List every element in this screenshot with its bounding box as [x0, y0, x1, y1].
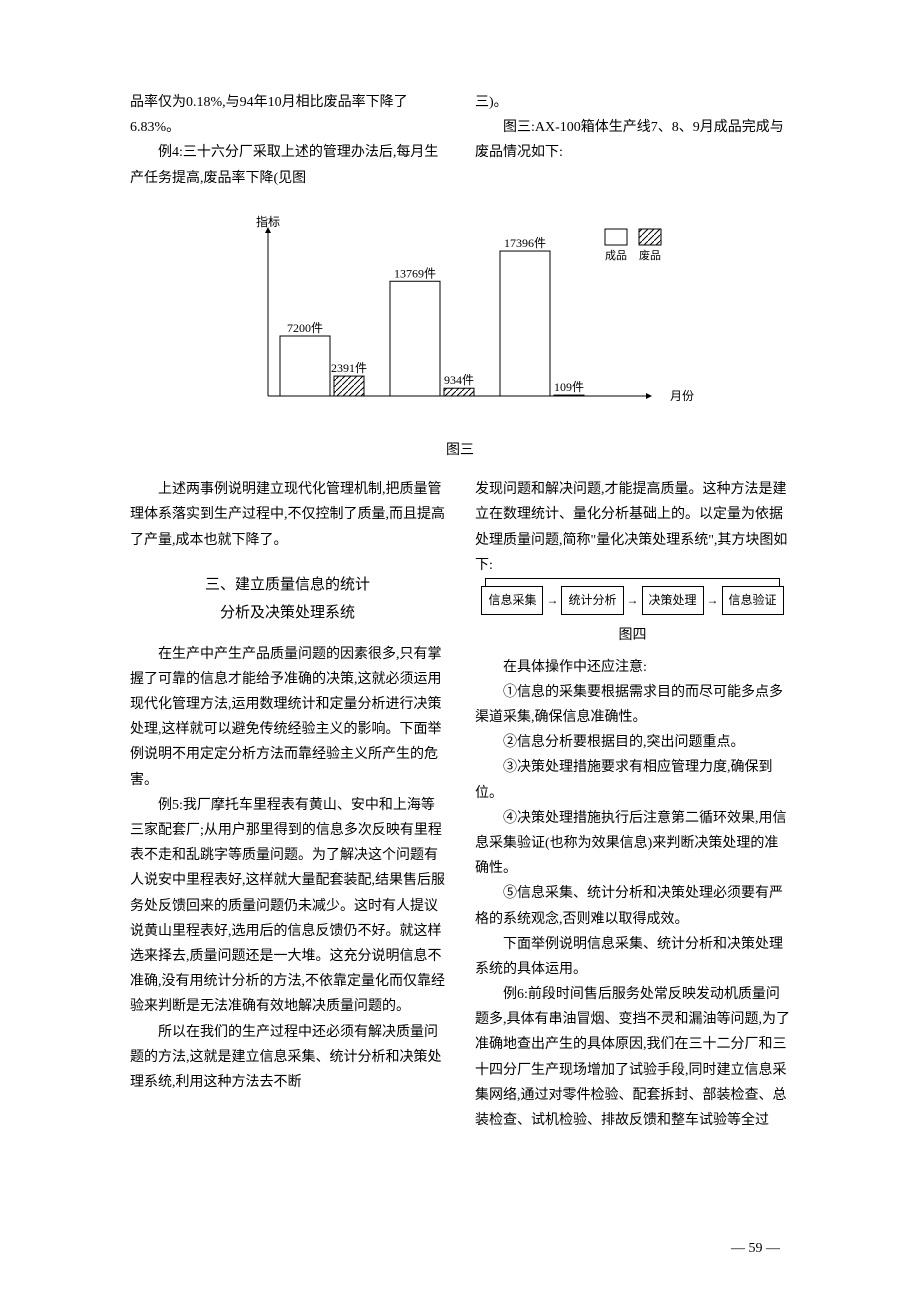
flow-box-1: 信息采集 [481, 586, 543, 616]
arrow-icon: → [546, 590, 558, 612]
right-p7: ⑤信息采集、统计分析和决策处理必须要有严格的系统观念,否则难以取得成效。 [475, 881, 790, 931]
page-number: — 59 — [731, 1236, 780, 1261]
top-section: 品率仅为0.18%,与94年10月相比废品率下降了6.83%。 例4:三十六分厂… [130, 90, 790, 191]
para-top-left-1: 品率仅为0.18%,与94年10月相比废品率下降了6.83%。 [130, 90, 445, 140]
arrow-icon: → [707, 590, 719, 612]
svg-text:指标: 指标 [256, 214, 280, 229]
flow-box-2: 统计分析 [561, 586, 623, 616]
section-line2: 分析及决策处理系统 [130, 599, 445, 628]
svg-text:废品: 废品 [639, 248, 661, 262]
right-p9: 例6:前段时间售后服务处常反映发动机质量问题多,具体有串油冒烟、变挡不灵和漏油等… [475, 982, 790, 1133]
right-p5: ③决策处理措施要求有相应管理力度,确保到位。 [475, 755, 790, 805]
right-p3: ①信息的采集要根据需求目的而尽可能多点多渠道采集,确保信息准确性。 [475, 680, 790, 730]
svg-text:934件: 934件 [444, 373, 474, 387]
section-line1: 三、建立质量信息的统计 [130, 571, 445, 600]
right-p1: 发现问题和解决问题,才能提高质量。这种方法是建立在数理统计、量化分析基础上的。以… [475, 477, 790, 578]
para-top-right-1: 三)。 [475, 90, 790, 115]
bar-chart: 指标月份 7200件 2391件 13769件 934件 17396件 109件 成品废品 [210, 211, 710, 430]
svg-text:2391件: 2391件 [331, 361, 367, 375]
top-right-col: 三)。 图三:AX-100箱体生产线7、8、9月成品完成与废品情况如下: [475, 90, 790, 191]
para-top-right-2: 图三:AX-100箱体生产线7、8、9月成品完成与废品情况如下: [475, 115, 790, 165]
flow-diagram: 信息采集 → 统计分析 → 决策处理 → 信息验证 [475, 586, 790, 616]
svg-text:17396件: 17396件 [504, 236, 546, 250]
flow-box-3: 决策处理 [642, 586, 704, 616]
flow-caption: 图四 [475, 623, 790, 648]
svg-text:7200件: 7200件 [287, 321, 323, 335]
left-p2: 在生产中产生产品质量问题的因素很多,只有掌握了可靠的信息才能给予准确的决策,这就… [130, 642, 445, 793]
body-section: 上述两事例说明建立现代化管理机制,把质量管理体系落实到生产过程中,不仅控制了质量… [130, 477, 790, 1133]
para-top-left-2: 例4:三十六分厂采取上述的管理办法后,每月生产任务提高,废品率下降(见图 [130, 140, 445, 190]
flow-box-4: 信息验证 [722, 586, 784, 616]
section-title: 三、建立质量信息的统计 分析及决策处理系统 [130, 571, 445, 628]
right-p6: ④决策处理措施执行后注意第二循环效果,用信息采集验证(也称为效果信息)来判断决策… [475, 806, 790, 882]
right-p8: 下面举例说明信息采集、统计分析和决策处理系统的具体运用。 [475, 932, 790, 982]
svg-text:13769件: 13769件 [394, 266, 436, 280]
svg-text:成品: 成品 [605, 249, 627, 262]
svg-text:月份: 月份 [670, 389, 694, 403]
left-p3: 例5:我厂摩托车里程表有黄山、安中和上海等三家配套厂;从用户那里得到的信息多次反… [130, 793, 445, 1020]
arrow-icon: → [627, 590, 639, 612]
top-left-col: 品率仅为0.18%,与94年10月相比废品率下降了6.83%。 例4:三十六分厂… [130, 90, 445, 191]
left-col: 上述两事例说明建立现代化管理机制,把质量管理体系落实到生产过程中,不仅控制了质量… [130, 477, 445, 1133]
chart-caption: 图三 [130, 438, 790, 463]
feedback-line [485, 578, 780, 586]
right-p4: ②信息分析要根据目的,突出问题重点。 [475, 730, 790, 755]
right-col: 发现问题和解决问题,才能提高质量。这种方法是建立在数理统计、量化分析基础上的。以… [475, 477, 790, 1133]
svg-text:109件: 109件 [554, 380, 584, 394]
right-p2: 在具体操作中还应注意: [475, 655, 790, 680]
left-p4: 所以在我们的生产过程中还必须有解决质量问题的方法,这就是建立信息采集、统计分析和… [130, 1020, 445, 1096]
left-p1: 上述两事例说明建立现代化管理机制,把质量管理体系落实到生产过程中,不仅控制了质量… [130, 477, 445, 553]
